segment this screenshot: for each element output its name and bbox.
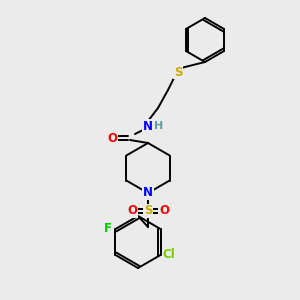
Text: S: S bbox=[144, 205, 152, 218]
Text: N: N bbox=[143, 119, 153, 133]
Text: S: S bbox=[174, 65, 182, 79]
Text: Cl: Cl bbox=[162, 248, 175, 262]
Text: N: N bbox=[143, 187, 153, 200]
Text: H: H bbox=[154, 121, 164, 131]
Text: F: F bbox=[103, 223, 112, 236]
Text: O: O bbox=[159, 205, 169, 218]
Text: O: O bbox=[127, 205, 137, 218]
Text: O: O bbox=[107, 131, 117, 145]
